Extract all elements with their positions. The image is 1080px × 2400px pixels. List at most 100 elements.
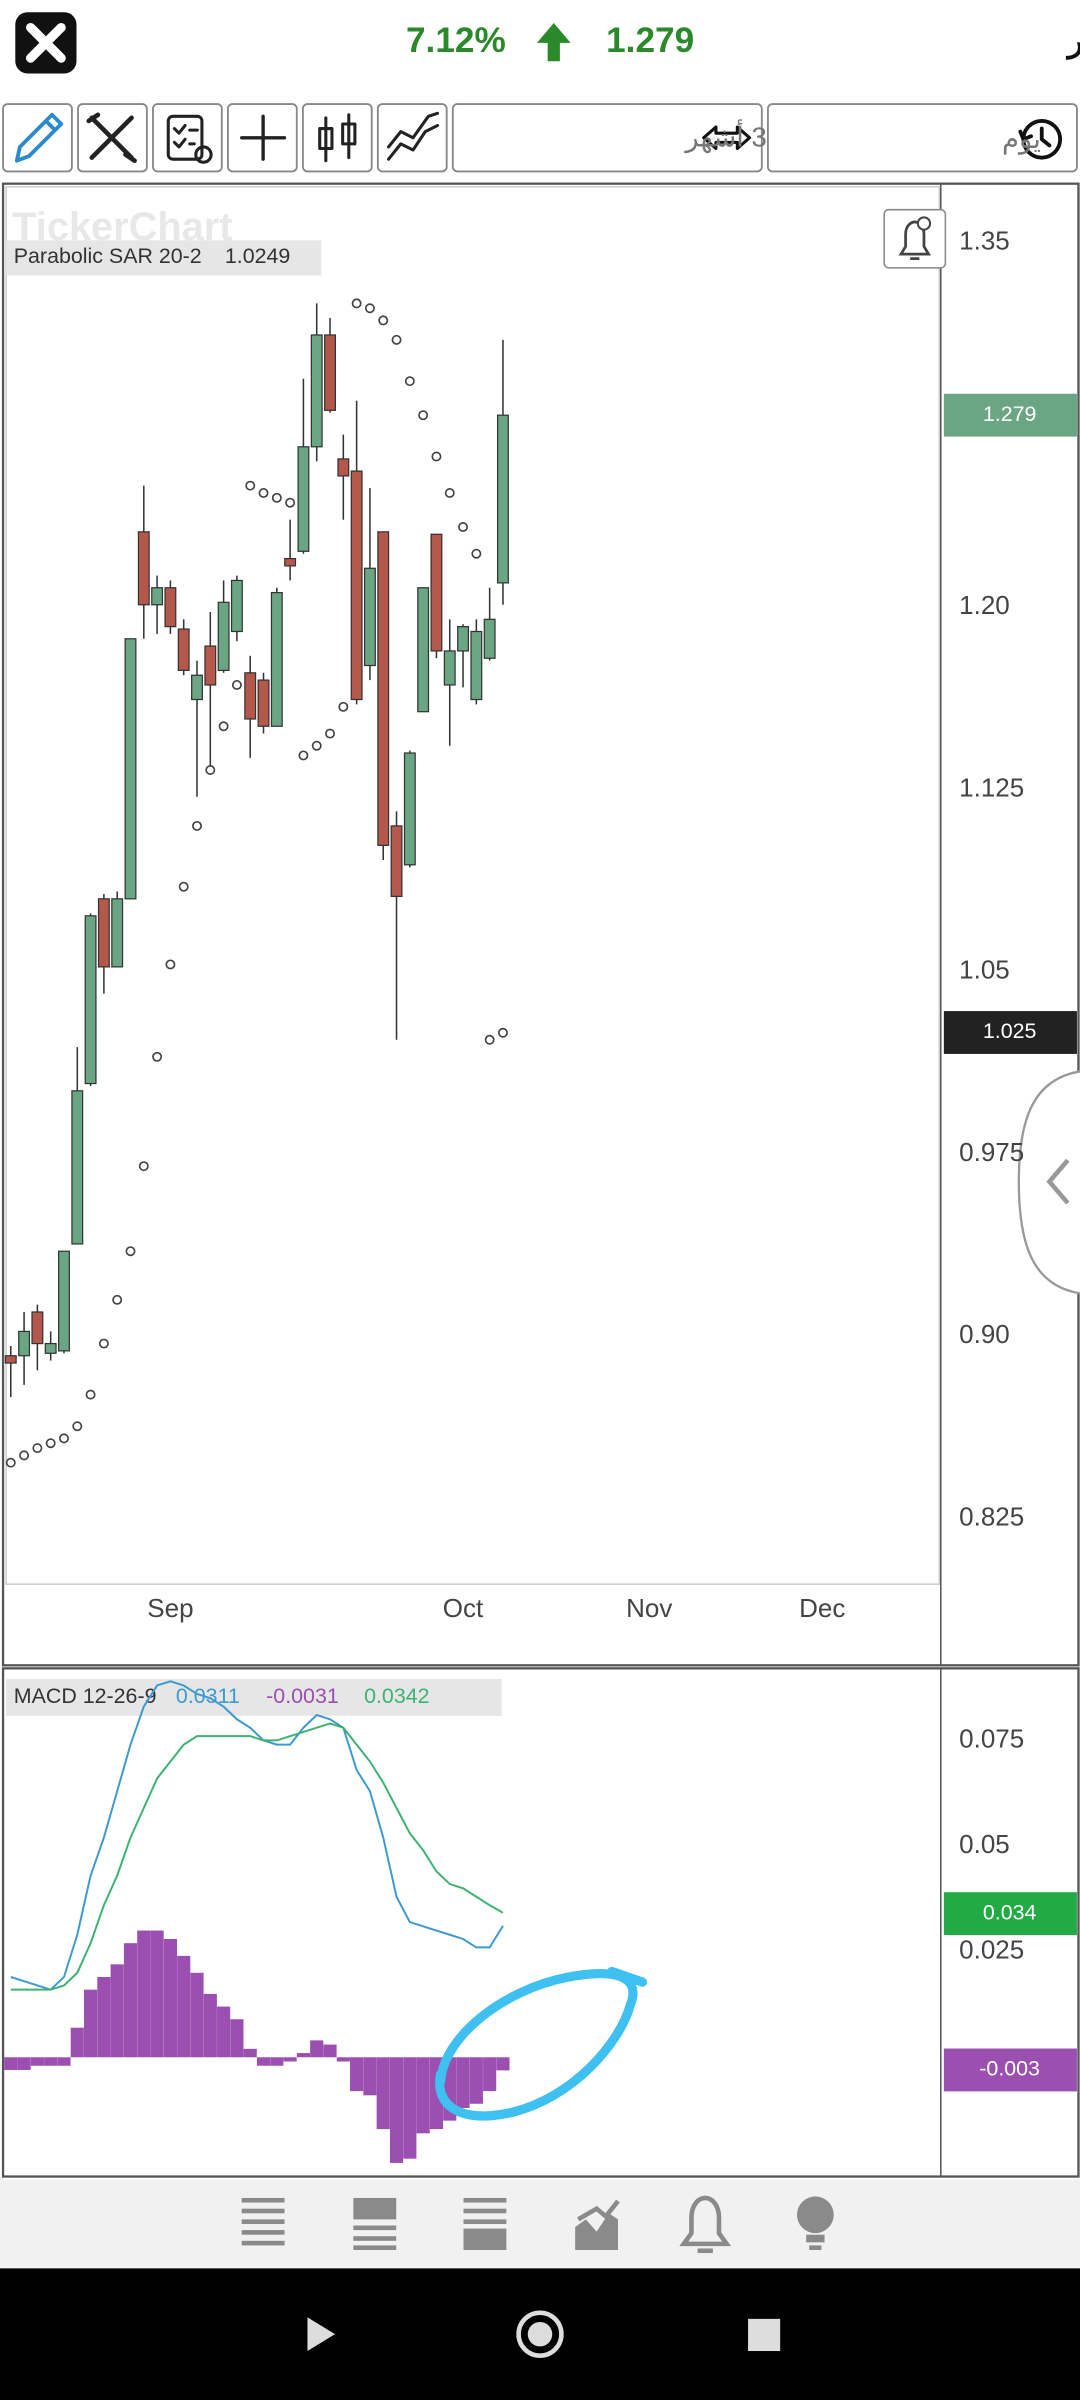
x-tick-label: Sep	[147, 1593, 193, 1623]
histogram-bar	[483, 2057, 497, 2092]
candle-body	[324, 334, 336, 411]
sar-dot	[32, 1443, 43, 1454]
candle-body	[403, 752, 416, 866]
sar-legend-name: Parabolic SAR 20-2	[14, 244, 202, 268]
histogram-bar	[256, 2057, 271, 2066]
nav-alerts[interactable]	[679, 2195, 732, 2254]
histogram-bar	[336, 2057, 350, 2062]
price-label: 1.025	[983, 1019, 1037, 1043]
candle-body	[217, 601, 230, 671]
sar-dot	[458, 522, 469, 532]
y-tick-label: 0.075	[959, 1723, 1024, 1753]
sar-dot	[271, 492, 282, 503]
sar-dot	[484, 1034, 495, 1045]
sar-dot	[85, 1389, 96, 1400]
symbol-name: مزايا قطر	[1066, 22, 1080, 60]
nav-portfolio[interactable]	[463, 2197, 507, 2250]
candle-body	[84, 915, 97, 1085]
candle-body	[191, 674, 203, 701]
bottom-nav-icons	[241, 2195, 834, 2254]
sar-dot	[205, 765, 216, 775]
sar-dot	[192, 820, 202, 831]
sar-dot	[391, 334, 402, 345]
sar-dot	[245, 480, 256, 491]
price-label-box	[943, 1892, 1077, 1936]
histogram-bar	[57, 2057, 71, 2066]
histogram-bar	[177, 1955, 191, 2058]
histogram-bar	[17, 2057, 31, 2070]
sar-dot	[125, 1246, 136, 1257]
histogram-bar	[416, 2057, 430, 2134]
histogram-bar	[363, 2057, 377, 2096]
y-tick-label: 0.825	[959, 1501, 1024, 1531]
sar-dot	[258, 487, 269, 498]
candle-body	[363, 567, 376, 667]
candle-body	[71, 1090, 84, 1245]
histogram-bar	[323, 2044, 337, 2058]
nav-watchlist[interactable]	[353, 2197, 397, 2250]
price-label-box	[943, 2048, 1077, 2092]
side-tab[interactable]	[1017, 1070, 1080, 1295]
macd-legend-name: MACD 12-26-9	[14, 1684, 157, 1708]
sar-dot	[298, 750, 309, 761]
histogram-bar	[310, 2040, 324, 2058]
x-tick-label: Nov	[626, 1593, 672, 1623]
candle-body	[18, 1330, 31, 1357]
candle-body	[350, 470, 363, 701]
close-button[interactable]	[15, 12, 77, 74]
nav-ideas[interactable]	[796, 2196, 834, 2250]
price-label: -0.003	[979, 2057, 1040, 2081]
sar-dot	[152, 1051, 163, 1062]
period-label: 3 أشهر	[683, 119, 767, 154]
candle-body	[284, 557, 297, 567]
candle-body	[124, 638, 137, 900]
histogram-bar	[163, 1938, 177, 2058]
sar-dot	[138, 1161, 149, 1172]
histogram-bar	[217, 2006, 231, 2058]
chart-type-button[interactable]	[301, 103, 373, 173]
histogram-bar	[190, 1972, 204, 2058]
interval-button[interactable]	[767, 103, 1078, 173]
draw-button[interactable]	[2, 103, 73, 173]
candle-body	[177, 628, 190, 671]
back-button[interactable]	[307, 2317, 336, 2352]
y-tick-label: 0.90	[959, 1319, 1010, 1349]
histogram-bar	[376, 2057, 390, 2130]
nav-list[interactable]	[241, 2197, 285, 2246]
settings-button[interactable]	[152, 103, 223, 173]
histogram-bar	[456, 2057, 470, 2108]
y-tick-label: 0.975	[959, 1137, 1024, 1167]
histogram-bar	[84, 1989, 98, 2058]
candle-body	[496, 414, 509, 584]
candle-body	[310, 334, 323, 448]
period-button[interactable]	[451, 103, 763, 173]
histogram-bar	[137, 1930, 151, 2058]
sar-dot	[19, 1450, 30, 1461]
histogram-bar	[296, 2053, 310, 2058]
up-arrow	[536, 22, 571, 62]
home-button[interactable]	[516, 2310, 564, 2358]
alert-button[interactable]	[883, 208, 947, 269]
candle-body	[337, 458, 350, 477]
candle-body	[443, 650, 456, 686]
histogram-bar	[230, 2019, 244, 2058]
histogram-bar	[150, 1930, 164, 2058]
histogram-bar	[110, 1964, 124, 2058]
candle-body	[270, 591, 283, 727]
top-bar	[0, 0, 1080, 95]
sar-dot	[431, 451, 442, 462]
candle-body	[164, 587, 177, 628]
y-tick-label: 0.025	[959, 1935, 1024, 1965]
candle-body	[97, 898, 110, 968]
recents-button[interactable]	[748, 2318, 781, 2352]
candle-body	[430, 533, 443, 652]
x-tick-label: Dec	[799, 1593, 845, 1623]
sar-dot	[98, 1338, 109, 1349]
nav-chart[interactable]	[575, 2199, 620, 2250]
histogram-bar	[469, 2057, 483, 2104]
candle-body	[470, 630, 483, 701]
candle-body	[151, 587, 164, 606]
histogram-bar	[389, 2057, 404, 2163]
